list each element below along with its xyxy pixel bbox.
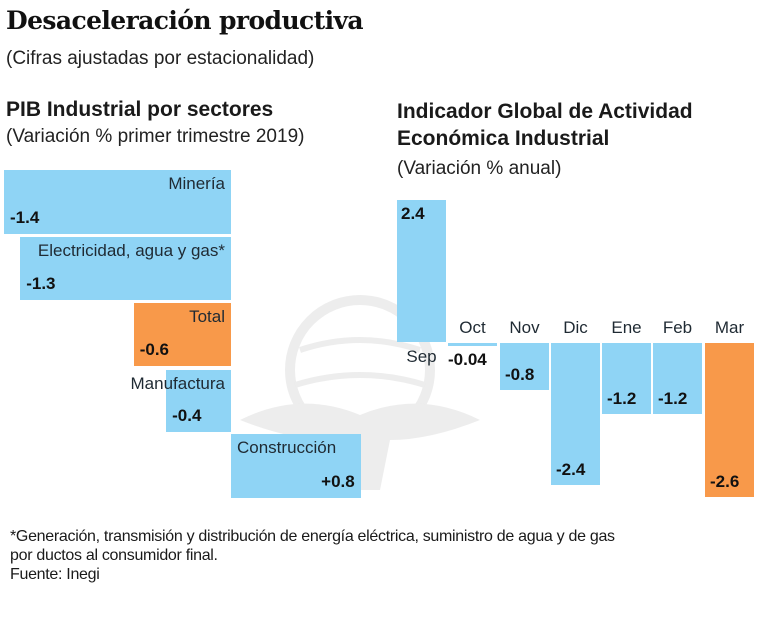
- left-chart-title: PIB Industrial por sectores: [6, 98, 274, 121]
- month-label: Nov: [509, 318, 540, 337]
- month-value-label: -2.6: [710, 471, 740, 491]
- month-value-label: -0.8: [505, 365, 535, 385]
- footnote-line-1: *Generación, transmisión y distribución …: [10, 528, 615, 545]
- month-value-label: -2.4: [556, 460, 586, 479]
- waterfall-value-label: -0.6: [139, 340, 169, 359]
- waterfall-bar-2: [133, 303, 231, 366]
- month-value-label: -1.2: [658, 389, 688, 408]
- waterfall-bar-0: [4, 170, 231, 234]
- month-label: Ene: [611, 318, 642, 337]
- page-title: Desaceleración productiva: [6, 6, 364, 35]
- page-subtitle: (Cifras ajustadas por estacionalidad): [6, 48, 315, 69]
- right-chart-title-line-2: Económica Industrial: [397, 127, 610, 150]
- right-chart-subtitle: (Variación % anual): [397, 158, 562, 179]
- waterfall-value-label: -1.3: [26, 274, 56, 293]
- month-bar-dic: [551, 343, 600, 485]
- month-label: Dic: [563, 318, 588, 337]
- waterfall-category-label: Total: [189, 307, 225, 326]
- month-value-label: -1.2: [607, 389, 637, 408]
- month-value-label: 2.4: [401, 204, 425, 223]
- waterfall-category-label: Minería: [168, 174, 225, 193]
- right-chart-title: Indicador Global de Actividad Económica …: [397, 98, 693, 152]
- month-bar-mar: [705, 343, 754, 497]
- footnote-line-2: por ductos al consumidor final.: [10, 547, 218, 564]
- month-label: Mar: [714, 318, 745, 337]
- month-bar-ene: [602, 343, 651, 414]
- month-bar-nov: [500, 343, 549, 391]
- waterfall-value-label: -1.4: [10, 208, 40, 227]
- waterfall-category-label: Electricidad, agua y gas*: [37, 241, 225, 260]
- source-note: Fuente: Inegi: [10, 566, 100, 583]
- waterfall-bar-1: [20, 237, 231, 300]
- right-chart-title-line-1: Indicador Global de Actividad: [397, 100, 693, 123]
- footnote: *Generación, transmisión y distribución …: [10, 527, 615, 584]
- left-chart-subtitle: (Variación % primer trimestre 2019): [6, 126, 305, 147]
- month-bar-feb: [653, 343, 702, 414]
- waterfall-category-label: Manufactura: [130, 374, 226, 393]
- eagle-globe-watermark-icon: [240, 295, 480, 490]
- waterfall-bar-3: [166, 370, 231, 432]
- month-label: Feb: [662, 318, 693, 337]
- waterfall-value-label: -0.4: [172, 406, 202, 425]
